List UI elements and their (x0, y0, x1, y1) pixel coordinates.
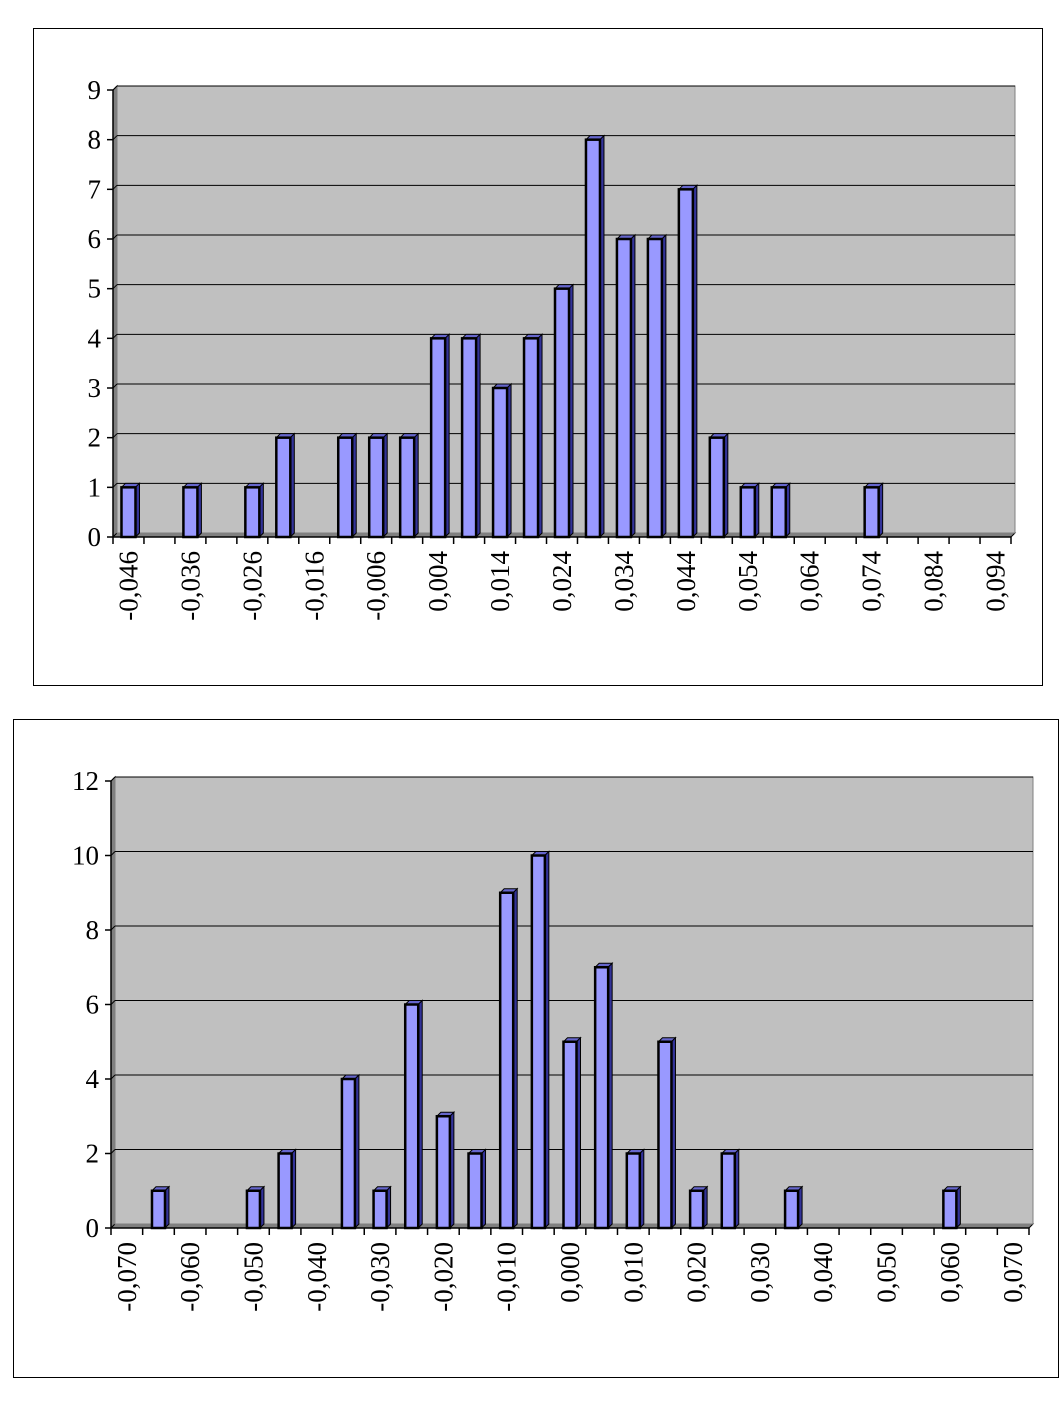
chart-1-bar (677, 188, 695, 539)
chart-1-bar (367, 436, 385, 539)
chart-2-bar (625, 1152, 642, 1230)
chart-2-x-tick-label: -0,010 (492, 1242, 522, 1312)
chart-1-x-tick-label: -0,026 (237, 551, 267, 621)
chart-2-bar (657, 1040, 673, 1230)
chart-1-bar (336, 436, 354, 539)
chart-2-x-tick-label: 0,030 (745, 1242, 775, 1303)
chart-2-y-tick-label: 10 (72, 841, 99, 871)
chart-2-bar (720, 1152, 737, 1230)
chart-2-bar (150, 1189, 167, 1230)
chart-2-x-tick-label: 0,020 (682, 1242, 712, 1303)
chart-1-x-tick-label: 0,034 (609, 551, 639, 612)
chart-1-bar (491, 386, 509, 539)
chart-1-x-tick-label: 0,064 (795, 551, 825, 612)
chart-2-bar (467, 1152, 483, 1230)
chart-2-x-tick-label: 0,000 (555, 1242, 585, 1303)
histogram-chart-2: 0 2 4 6 8 10 12 -0,070 -0,060 -0,050 -0,040 -0,030 -… (13, 719, 1059, 1378)
chart-1-bar (739, 486, 757, 539)
chart-2-bar (372, 1189, 388, 1230)
chart-2-bar (942, 1189, 958, 1230)
histogram-svg-2: 0 2 4 6 8 10 12 -0,070 -0,060 -0,050 -0,040 -0,030 -… (72, 766, 1035, 1312)
chart-1-bar (522, 337, 540, 539)
chart-1-bar (429, 337, 447, 539)
chart-1-x-tick-label: -0,036 (175, 551, 205, 621)
chart-2-bar (562, 1040, 578, 1230)
chart-2-bar (340, 1077, 357, 1230)
chart-1-y-tick-label: 9 (88, 75, 102, 105)
chart-1-x-tick-label: 0,094 (981, 551, 1011, 612)
chart-2-x-tick-label: -0,030 (365, 1242, 395, 1312)
chart-2-bar (530, 854, 547, 1230)
chart-1-y-tick-label: 4 (88, 323, 102, 353)
chart-2-y-tick-label: 4 (86, 1064, 100, 1094)
chart-1-bar (646, 237, 664, 539)
chart-1-bar (615, 237, 633, 539)
chart-1-bar (708, 436, 726, 539)
chart-1-y-tick-label: 2 (88, 423, 102, 453)
chart-2-x-tick-label: 0,040 (808, 1242, 838, 1303)
chart-1-x-tick-label: 0,044 (671, 551, 701, 612)
chart-2-bar (435, 1115, 452, 1230)
chart-2-x-tick-label: -0,040 (302, 1242, 332, 1312)
chart-2-x-tick-label: 0,060 (935, 1242, 965, 1303)
chart-2-x-tick-label: -0,020 (428, 1242, 458, 1312)
chart-2-bar (498, 891, 515, 1230)
chart-1-bar (460, 337, 478, 539)
chart-2-x-tick-label: -0,060 (175, 1242, 205, 1312)
chart-2-y-tick-label: 0 (86, 1213, 100, 1243)
chart-1-bar (398, 436, 416, 539)
chart-1-x-tick-label: 0,004 (423, 551, 453, 612)
chart-1-x-tick-label: 0,054 (733, 551, 763, 612)
chart-2-bar (688, 1189, 705, 1230)
chart-1-y-tick-label: 7 (88, 174, 102, 204)
chart-2-x-tick-label: 0,010 (618, 1242, 648, 1303)
chart-2-bar (783, 1189, 800, 1230)
chart-1-bar (770, 486, 788, 539)
chart-1-bar (182, 486, 199, 539)
chart-1-bar (863, 486, 880, 539)
chart-1-y-tick-label: 6 (88, 224, 102, 254)
chart-1-bar (584, 138, 602, 539)
chart-2-bar (277, 1152, 293, 1230)
chart-1-gridline-diag (112, 85, 118, 91)
chart-1-y-tick-label: 5 (88, 274, 102, 304)
chart-1-y-tick-label: 8 (88, 125, 102, 155)
chart-1-x-tick-label: -0,006 (361, 551, 391, 621)
chart-2-y-tick-label: 2 (86, 1139, 100, 1169)
chart-2-x-tick-label: 0,070 (998, 1242, 1028, 1303)
chart-1-y-tick-label: 0 (88, 522, 102, 552)
histogram-svg-1: 0 1 2 3 4 5 6 7 8 9 -0,046 -0,036 -0,026 -0,016 -0,006… (88, 75, 1017, 621)
chart-1-y-tick-label: 3 (88, 373, 102, 403)
chart-1-x-tick-label: 0,014 (485, 551, 515, 612)
chart-1-x-tick-label: 0,074 (857, 551, 887, 612)
chart-2-gridline-diag (110, 776, 116, 782)
chart-2-y-tick-label: 8 (86, 915, 100, 945)
chart-2-bar (593, 966, 610, 1230)
chart-1-bar (275, 436, 292, 539)
chart-2-y-tick-label: 12 (72, 766, 99, 796)
chart-2-bar (245, 1189, 262, 1230)
chart-2-x-tick-label: -0,050 (238, 1242, 268, 1312)
chart-2-x-tick-label: 0,050 (872, 1242, 902, 1303)
chart-1-y-tick-label: 1 (88, 472, 102, 502)
chart-2-x-tick-label: -0,070 (112, 1242, 142, 1312)
histogram-chart-1: 0 1 2 3 4 5 6 7 8 9 -0,046 -0,036 -0,026 -0,016 -0,006… (33, 28, 1043, 686)
chart-1-x-tick-label: -0,016 (299, 551, 329, 621)
chart-2-bar (403, 1003, 420, 1230)
chart-2-y-tick-label: 6 (86, 990, 100, 1020)
chart-1-x-tick-label: 0,084 (919, 551, 949, 612)
chart-1-x-tick-label: -0,046 (113, 551, 143, 621)
chart-1-bar (120, 486, 137, 539)
chart-1-bar (244, 486, 261, 539)
chart-1-x-tick-label: 0,024 (547, 551, 577, 612)
chart-1-bar (553, 287, 571, 539)
